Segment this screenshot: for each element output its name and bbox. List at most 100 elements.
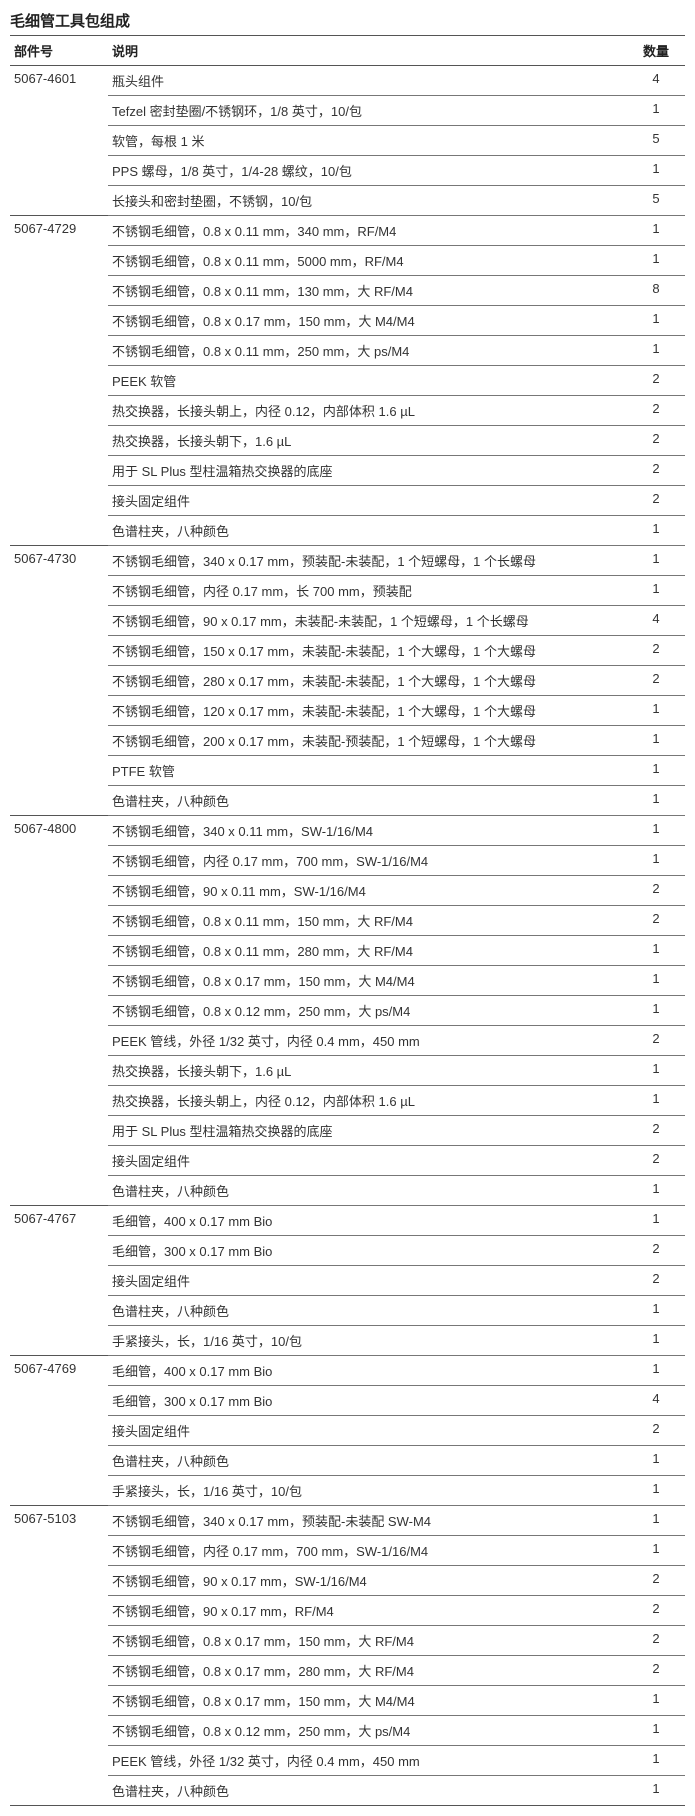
- cell-qty: 1: [627, 1356, 685, 1386]
- cell-desc: 不锈钢毛细管，340 x 0.17 mm，预装配-未装配 SW-M4: [108, 1506, 627, 1536]
- cell-desc: 不锈钢毛细管，0.8 x 0.12 mm，250 mm，大 ps/M4: [108, 1716, 627, 1746]
- cell-desc: 不锈钢毛细管，内径 0.17 mm，700 mm，SW-1/16/M4: [108, 846, 627, 876]
- table-row: 5067-4769毛细管，400 x 0.17 mm Bio1: [10, 1356, 685, 1386]
- cell-qty: 2: [627, 1656, 685, 1686]
- table-row: 不锈钢毛细管，0.8 x 0.12 mm，250 mm，大 ps/M41: [10, 996, 685, 1026]
- cell-part: [10, 1266, 108, 1296]
- cell-qty: 4: [627, 66, 685, 96]
- cell-qty: 2: [627, 456, 685, 486]
- cell-part: [10, 726, 108, 756]
- table-row: 不锈钢毛细管，0.8 x 0.11 mm，150 mm，大 RF/M42: [10, 906, 685, 936]
- cell-desc: 不锈钢毛细管，0.8 x 0.11 mm，250 mm，大 ps/M4: [108, 336, 627, 366]
- cell-desc: 不锈钢毛细管，90 x 0.17 mm，未装配-未装配，1 个短螺母，1 个长螺…: [108, 606, 627, 636]
- cell-desc: 手紧接头，长，1/16 英寸，10/包: [108, 1326, 627, 1356]
- cell-qty: 1: [627, 1506, 685, 1536]
- cell-qty: 1: [627, 1536, 685, 1566]
- table-header-row: 部件号 说明 数量: [10, 36, 685, 66]
- cell-qty: 1: [627, 1176, 685, 1206]
- table-row: 软管，每根 1 米5: [10, 126, 685, 156]
- cell-part: [10, 606, 108, 636]
- cell-qty: 1: [627, 336, 685, 366]
- cell-desc: 热交换器，长接头朝下，1.6 µL: [108, 426, 627, 456]
- cell-qty: 1: [627, 516, 685, 546]
- cell-part: [10, 846, 108, 876]
- table-row: 色谱柱夹，八种颜色1: [10, 1776, 685, 1806]
- cell-part: [10, 126, 108, 156]
- cell-desc: 色谱柱夹，八种颜色: [108, 1176, 627, 1206]
- cell-qty: 2: [627, 1146, 685, 1176]
- table-row: 不锈钢毛细管，0.8 x 0.12 mm，250 mm，大 ps/M41: [10, 1716, 685, 1746]
- table-row: 热交换器，长接头朝下，1.6 µL1: [10, 1056, 685, 1086]
- cell-desc: 不锈钢毛细管，90 x 0.11 mm，SW-1/16/M4: [108, 876, 627, 906]
- cell-desc: 不锈钢毛细管，120 x 0.17 mm，未装配-未装配，1 个大螺母，1 个大…: [108, 696, 627, 726]
- cell-part: [10, 1446, 108, 1476]
- table-row: PPS 螺母，1/8 英寸，1/4-28 螺纹，10/包1: [10, 156, 685, 186]
- table-row: 不锈钢毛细管，0.8 x 0.17 mm，150 mm，大 M4/M41: [10, 966, 685, 996]
- cell-part: [10, 1686, 108, 1716]
- cell-desc: PTFE 软管: [108, 756, 627, 786]
- cell-part: [10, 1026, 108, 1056]
- table-row: 用于 SL Plus 型柱温箱热交换器的底座2: [10, 1116, 685, 1146]
- cell-desc: 接头固定组件: [108, 1266, 627, 1296]
- cell-qty: 1: [627, 1476, 685, 1506]
- cell-part: [10, 636, 108, 666]
- cell-part: [10, 1746, 108, 1776]
- cell-desc: 不锈钢毛细管，90 x 0.17 mm，RF/M4: [108, 1596, 627, 1626]
- cell-qty: 2: [627, 366, 685, 396]
- cell-qty: 1: [627, 1056, 685, 1086]
- cell-part: [10, 756, 108, 786]
- table-row: 用于 SL Plus 型柱温箱热交换器的底座2: [10, 456, 685, 486]
- table-row: 不锈钢毛细管，150 x 0.17 mm，未装配-未装配，1 个大螺母，1 个大…: [10, 636, 685, 666]
- cell-part: [10, 1656, 108, 1686]
- cell-qty: 1: [627, 1716, 685, 1746]
- cell-part: [10, 996, 108, 1026]
- cell-qty: 2: [627, 1626, 685, 1656]
- cell-desc: 软管，每根 1 米: [108, 126, 627, 156]
- cell-desc: 用于 SL Plus 型柱温箱热交换器的底座: [108, 456, 627, 486]
- table-row: 5067-4730不锈钢毛细管，340 x 0.17 mm，预装配-未装配，1 …: [10, 546, 685, 576]
- cell-desc: PEEK 管线，外径 1/32 英寸，内径 0.4 mm，450 mm: [108, 1746, 627, 1776]
- cell-qty: 2: [627, 876, 685, 906]
- cell-qty: 1: [627, 1446, 685, 1476]
- cell-part: 5067-5103: [10, 1506, 108, 1536]
- cell-qty: 1: [627, 306, 685, 336]
- cell-qty: 1: [627, 96, 685, 126]
- table-row: 不锈钢毛细管，0.8 x 0.17 mm，150 mm，大 RF/M42: [10, 1626, 685, 1656]
- cell-part: [10, 306, 108, 336]
- cell-part: [10, 786, 108, 816]
- cell-part: 5067-4601: [10, 66, 108, 96]
- cell-part: [10, 1566, 108, 1596]
- cell-qty: 1: [627, 216, 685, 246]
- cell-qty: 1: [627, 996, 685, 1026]
- cell-desc: PEEK 软管: [108, 366, 627, 396]
- table-row: 不锈钢毛细管，0.8 x 0.17 mm，280 mm，大 RF/M42: [10, 1656, 685, 1686]
- table-row: 不锈钢毛细管，90 x 0.17 mm，未装配-未装配，1 个短螺母，1 个长螺…: [10, 606, 685, 636]
- cell-qty: 2: [627, 636, 685, 666]
- cell-qty: 2: [627, 666, 685, 696]
- cell-desc: 不锈钢毛细管，200 x 0.17 mm，未装配-预装配，1 个短螺母，1 个大…: [108, 726, 627, 756]
- table-row: PTFE 软管1: [10, 756, 685, 786]
- cell-qty: 1: [627, 246, 685, 276]
- cell-part: [10, 1416, 108, 1446]
- page-title: 毛细管工具包组成: [10, 10, 685, 31]
- table-row: 毛细管，300 x 0.17 mm Bio2: [10, 1236, 685, 1266]
- table-row: 色谱柱夹，八种颜色1: [10, 516, 685, 546]
- table-row: Tefzel 密封垫圈/不锈钢环，1/8 英寸，10/包1: [10, 96, 685, 126]
- table-row: 接头固定组件2: [10, 1266, 685, 1296]
- cell-part: [10, 156, 108, 186]
- cell-desc: 毛细管，300 x 0.17 mm Bio: [108, 1236, 627, 1266]
- cell-desc: 毛细管，300 x 0.17 mm Bio: [108, 1386, 627, 1416]
- cell-part: [10, 1236, 108, 1266]
- cell-part: [10, 186, 108, 216]
- table-row: 色谱柱夹，八种颜色1: [10, 1296, 685, 1326]
- cell-qty: 1: [627, 756, 685, 786]
- cell-qty: 1: [627, 1086, 685, 1116]
- cell-part: [10, 366, 108, 396]
- table-row: 不锈钢毛细管，200 x 0.17 mm，未装配-预装配，1 个短螺母，1 个大…: [10, 726, 685, 756]
- cell-qty: 5: [627, 186, 685, 216]
- cell-desc: 不锈钢毛细管，0.8 x 0.11 mm，280 mm，大 RF/M4: [108, 936, 627, 966]
- col-desc: 说明: [108, 36, 627, 66]
- cell-desc: 毛细管，400 x 0.17 mm Bio: [108, 1356, 627, 1386]
- cell-part: [10, 966, 108, 996]
- cell-desc: Tefzel 密封垫圈/不锈钢环，1/8 英寸，10/包: [108, 96, 627, 126]
